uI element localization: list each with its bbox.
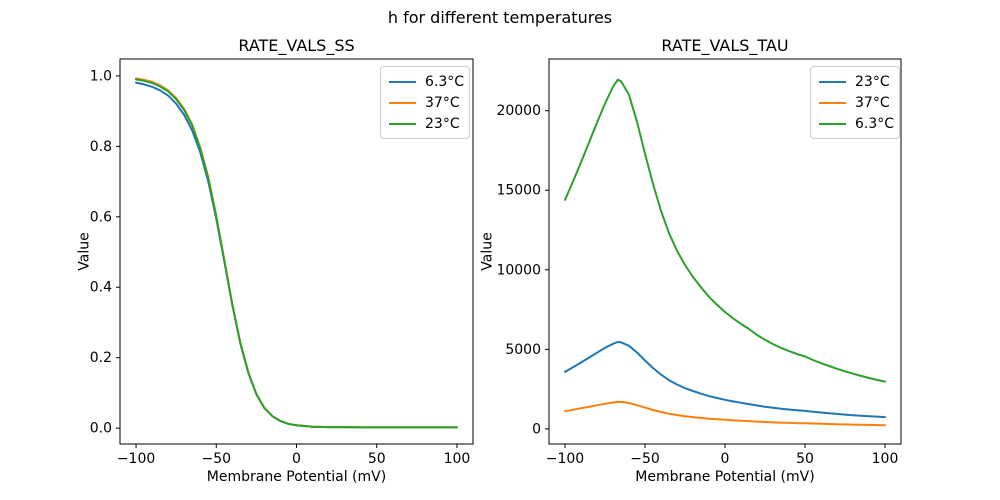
x-tick-label: 0	[721, 451, 730, 467]
series-line-6.3°C	[564, 78, 886, 383]
y-tick-label: 0.0	[90, 421, 112, 437]
legend-line-sample	[389, 80, 416, 83]
legend-line-sample	[819, 101, 846, 104]
x-tick-label: −100	[546, 451, 584, 467]
legend-entry: 23°C	[389, 113, 463, 134]
series-line-23°C	[135, 78, 458, 429]
y-tick-label: 5000	[505, 342, 541, 358]
legend-entry: 37°C	[389, 92, 463, 113]
axes-frame	[548, 58, 902, 445]
y-tick-label: 0.4	[90, 280, 112, 296]
legend-label: 37°C	[425, 94, 460, 111]
series-line-23°C	[564, 341, 886, 419]
x-tick-label: 50	[796, 451, 814, 467]
x-axis-label-tau: Membrane Potential (mV)	[635, 469, 815, 485]
x-axis-label-ss: Membrane Potential (mV)	[206, 469, 387, 485]
legend-line-sample	[389, 101, 416, 104]
y-tick-label: 0.8	[90, 139, 112, 155]
figure-title: h for different temperatures	[387, 8, 613, 27]
y-tick-label: 0.6	[90, 209, 112, 225]
y-axis-label-tau: Value	[479, 232, 496, 271]
legend-label: 6.3°C	[855, 115, 895, 132]
x-tick-label: 100	[444, 451, 471, 467]
x-tick-label: −100	[117, 451, 155, 467]
legend-label: 6.3°C	[425, 73, 465, 90]
axes-frame	[119, 58, 474, 445]
x-tick-label: 100	[872, 451, 899, 467]
x-tick-label: 0	[292, 451, 301, 467]
legend-line-sample	[819, 80, 846, 83]
y-tick-label: 1.0	[90, 68, 112, 84]
y-tick-label: 20000	[496, 103, 541, 119]
legend-line-sample	[389, 122, 416, 125]
legend-entry: 37°C	[819, 92, 893, 113]
y-tick-label: 15000	[496, 183, 541, 199]
legend-entry: 6.3°C	[819, 113, 895, 134]
x-tick-label: 50	[368, 451, 386, 467]
legend-line-sample	[819, 122, 846, 125]
legend-entry: 23°C	[819, 71, 893, 92]
legend-ss: 6.3°C 37°C 23°C	[380, 66, 470, 139]
legend-label: 23°C	[425, 115, 460, 132]
subplot-title-tau: RATE_VALS_TAU	[661, 36, 789, 55]
legend-entry: 6.3°C	[389, 71, 465, 92]
subplot-title-ss: RATE_VALS_SS	[238, 36, 355, 55]
legend-label: 37°C	[855, 94, 890, 111]
y-tick-label: 0.2	[90, 350, 112, 366]
y-axis-label-ss: Value	[76, 232, 93, 271]
x-tick-label: −50	[630, 451, 660, 467]
legend-tau: 23°C 37°C 6.3°C	[810, 66, 900, 139]
x-tick-label: −50	[201, 451, 231, 467]
series-line-37°C	[564, 400, 886, 427]
y-tick-label: 10000	[496, 262, 541, 278]
legend-label: 23°C	[855, 73, 890, 90]
y-tick-label: 0	[532, 421, 541, 437]
